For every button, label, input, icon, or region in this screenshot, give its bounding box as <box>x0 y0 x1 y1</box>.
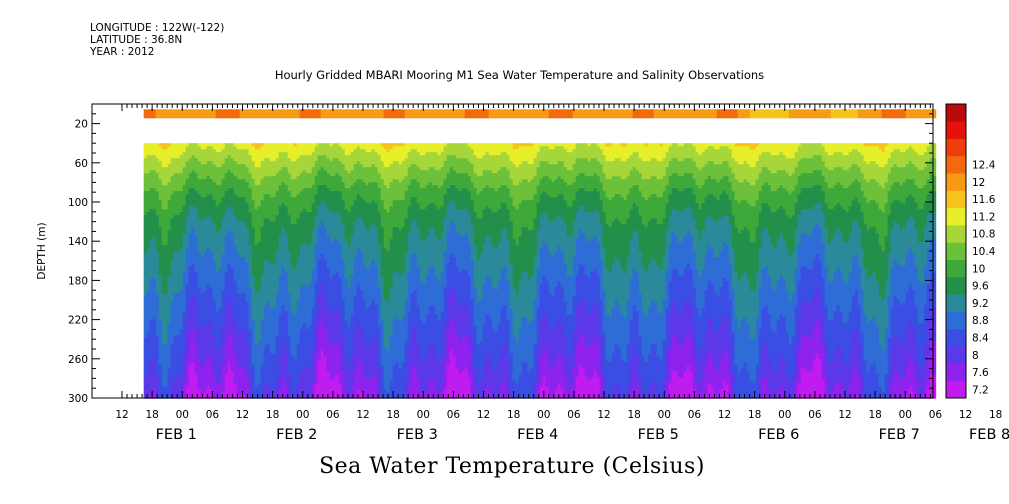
x-tick-label: 12 <box>718 409 731 421</box>
colorbar-swatch <box>946 104 966 122</box>
colorbar-label: 7.2 <box>972 384 989 396</box>
colorbar-swatch <box>946 225 966 243</box>
temperature-chart: 20 60 100 140 180 220 260 300 DEPTH (m) 12 18 00 0… <box>0 0 1009 504</box>
y-tick-label: 220 <box>68 315 88 327</box>
colorbar-swatch <box>946 363 966 381</box>
x-tick-label: 18 <box>145 409 158 421</box>
x-tick-label: 18 <box>868 409 881 421</box>
colorbar-swatch <box>946 156 966 174</box>
colorbar-swatch <box>946 208 966 226</box>
colorbar-swatch <box>946 329 966 347</box>
colorbar-label: 8 <box>972 350 979 362</box>
day-label: FEB 7 <box>879 427 920 443</box>
x-tick-label: 00 <box>417 409 430 421</box>
temperature-field <box>144 109 937 398</box>
x-tick-label: 06 <box>929 409 943 421</box>
y-axis-label: DEPTH (m) <box>36 222 48 279</box>
y-tick-label: 100 <box>68 197 88 209</box>
colorbar-label: 9.6 <box>972 281 989 293</box>
x-tick-label: 18 <box>507 409 520 421</box>
colorbar-swatch <box>946 277 966 295</box>
colorbar-swatch <box>946 139 966 157</box>
colorbar-swatch <box>946 381 966 399</box>
x-tick-label: 12 <box>236 409 249 421</box>
colorbar-swatch <box>946 312 966 330</box>
y-tick-label: 260 <box>68 354 88 366</box>
day-label: FEB 3 <box>397 427 438 443</box>
day-label: FEB 8 <box>969 427 1009 443</box>
colorbar: 7.2 7.6 8 8.4 8.8 9.2 9.6 10 10.4 10.8 11.2 11.6 12 1… <box>946 104 996 398</box>
x-tick-label: 00 <box>537 409 550 421</box>
colorbar-swatch <box>946 121 966 139</box>
x-tick-label: 12 <box>477 409 490 421</box>
day-label: FEB 2 <box>276 427 317 443</box>
colorbar-swatch <box>946 190 966 208</box>
x-tick-label: 00 <box>899 409 912 421</box>
x-tick-label: 06 <box>447 409 461 421</box>
x-tick-label: 06 <box>326 409 340 421</box>
colorbar-label: 7.6 <box>972 367 989 379</box>
colorbar-swatch <box>946 242 966 260</box>
colorbar-label: 12.4 <box>972 160 996 172</box>
colorbar-label: 8.8 <box>972 315 989 327</box>
day-label: FEB 4 <box>517 427 558 443</box>
colorbar-label: 10.8 <box>972 229 995 241</box>
colorbar-swatch <box>946 260 966 278</box>
x-tick-label: 18 <box>627 409 640 421</box>
x-tick-label: 18 <box>266 409 279 421</box>
x-tick-label: 18 <box>748 409 761 421</box>
colorbar-label: 11.6 <box>972 194 996 206</box>
x-tick-label: 12 <box>838 409 851 421</box>
x-tick-label: 06 <box>688 409 702 421</box>
x-tick-label: 06 <box>206 409 220 421</box>
x-tick-label: 12 <box>356 409 369 421</box>
x-tick-label: 00 <box>296 409 309 421</box>
x-tick-label: 06 <box>808 409 822 421</box>
colorbar-swatch <box>946 294 966 312</box>
colorbar-label: 8.4 <box>972 332 989 344</box>
y-tick-label: 300 <box>68 393 88 405</box>
colorbar-label: 11.2 <box>972 211 995 223</box>
colorbar-label: 12 <box>972 177 985 189</box>
colorbar-label: 10.4 <box>972 246 996 258</box>
colorbar-label: 10 <box>972 263 985 275</box>
x-tick-label: 12 <box>115 409 128 421</box>
x-tick-label: 00 <box>658 409 671 421</box>
variable-title: Sea Water Temperature (Celsius) <box>0 454 1009 479</box>
day-label: FEB 1 <box>156 427 197 443</box>
x-tick-label: 18 <box>386 409 399 421</box>
x-tick-label: 12 <box>959 409 972 421</box>
y-tick-label: 20 <box>75 119 88 131</box>
y-tick-label: 140 <box>68 236 88 248</box>
x-tick-label: 06 <box>567 409 581 421</box>
day-label: FEB 6 <box>758 427 799 443</box>
day-label: FEB 5 <box>638 427 679 443</box>
x-tick-label: 18 <box>989 409 1002 421</box>
colorbar-swatch <box>946 173 966 191</box>
colorbar-swatch <box>946 346 966 364</box>
x-tick-label: 12 <box>597 409 610 421</box>
y-tick-label: 60 <box>75 158 88 170</box>
x-tick-label: 00 <box>778 409 791 421</box>
colorbar-label: 9.2 <box>972 298 989 310</box>
y-tick-label: 180 <box>68 275 88 287</box>
x-tick-label: 00 <box>176 409 189 421</box>
